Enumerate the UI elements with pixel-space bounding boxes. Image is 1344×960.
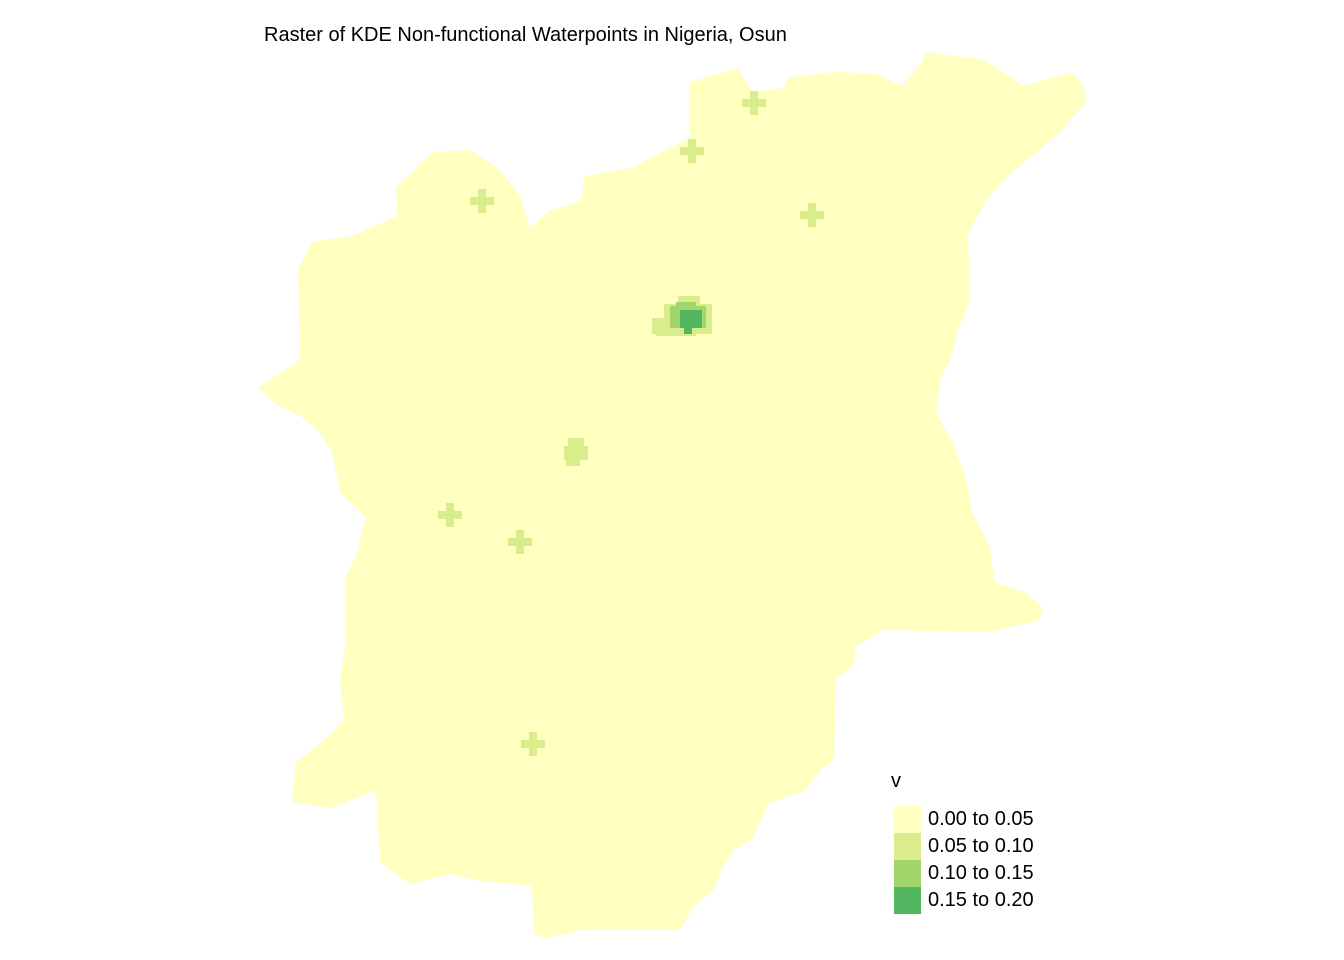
legend-item-class-1: 0.00 to 0.05: [894, 806, 1094, 833]
kde-hotspot-cell: [676, 302, 696, 310]
kde-hotspot-cell: [529, 732, 537, 756]
kde-hotspot-cell: [678, 296, 700, 306]
legend-swatch-class-4: [894, 887, 921, 914]
legend-label-class-3: 0.10 to 0.15: [928, 862, 1034, 884]
kde-hotspot-cell: [478, 189, 486, 213]
kde-hotspot-cell: [688, 139, 696, 163]
legend-title: v: [891, 770, 901, 792]
kde-hotspot-cell: [750, 91, 758, 115]
legend-swatch-class-3: [894, 860, 921, 887]
kde-hotspot-cell: [446, 503, 454, 527]
map-title: Raster of KDE Non-functional Waterpoints…: [264, 24, 787, 46]
legend-label-class-1: 0.00 to 0.05: [928, 808, 1034, 830]
kde-hotspot-cell: [680, 310, 702, 328]
legend-item-class-2: 0.05 to 0.10: [894, 833, 1094, 860]
legend-item-class-4: 0.15 to 0.20: [894, 887, 1094, 914]
legend-label-class-2: 0.05 to 0.10: [928, 835, 1034, 857]
raster-class-0-00-to-0-05: [258, 52, 1086, 938]
legend-label-class-4: 0.15 to 0.20: [928, 889, 1034, 911]
kde-hotspot-cell: [684, 326, 692, 334]
kde-hotspot-cell: [516, 530, 524, 554]
legend-swatch-class-2: [894, 833, 921, 860]
kde-hotspot-cell: [808, 203, 816, 227]
legend-item-class-3: 0.10 to 0.15: [894, 860, 1094, 887]
legend-swatch-class-1: [894, 806, 921, 833]
kde-hotspot-cell: [656, 328, 696, 336]
kde-hotspot-cell: [566, 456, 580, 466]
